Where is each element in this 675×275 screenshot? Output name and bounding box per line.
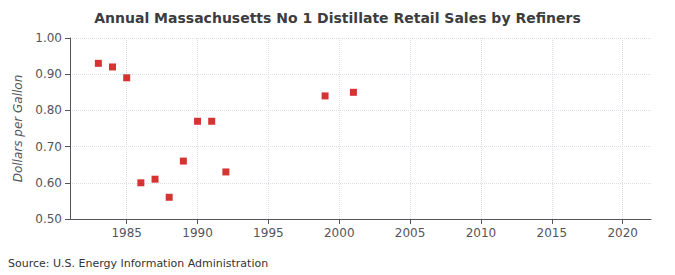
svg-text:2015: 2015	[537, 226, 568, 240]
svg-text:Source: U.S. Energy Informatio: Source: U.S. Energy Information Administ…	[8, 257, 268, 270]
svg-text:2005: 2005	[395, 226, 426, 240]
svg-text:2000: 2000	[324, 226, 355, 240]
svg-text:0.90: 0.90	[35, 67, 62, 81]
svg-text:0.80: 0.80	[35, 103, 62, 117]
svg-text:1995: 1995	[253, 226, 284, 240]
svg-text:2010: 2010	[466, 226, 497, 240]
svg-text:1985: 1985	[111, 226, 142, 240]
svg-text:0.60: 0.60	[35, 176, 62, 190]
svg-text:Dollars per Gallon: Dollars per Gallon	[11, 75, 25, 183]
svg-text:1990: 1990	[182, 226, 213, 240]
svg-text:Annual Massachusetts No 1 Dist: Annual Massachusetts No 1 Distillate Ret…	[94, 10, 580, 26]
svg-text:1.00: 1.00	[35, 31, 62, 45]
svg-text:2020: 2020	[607, 226, 638, 240]
svg-text:0.50: 0.50	[35, 212, 62, 226]
svg-text:0.70: 0.70	[35, 140, 62, 154]
